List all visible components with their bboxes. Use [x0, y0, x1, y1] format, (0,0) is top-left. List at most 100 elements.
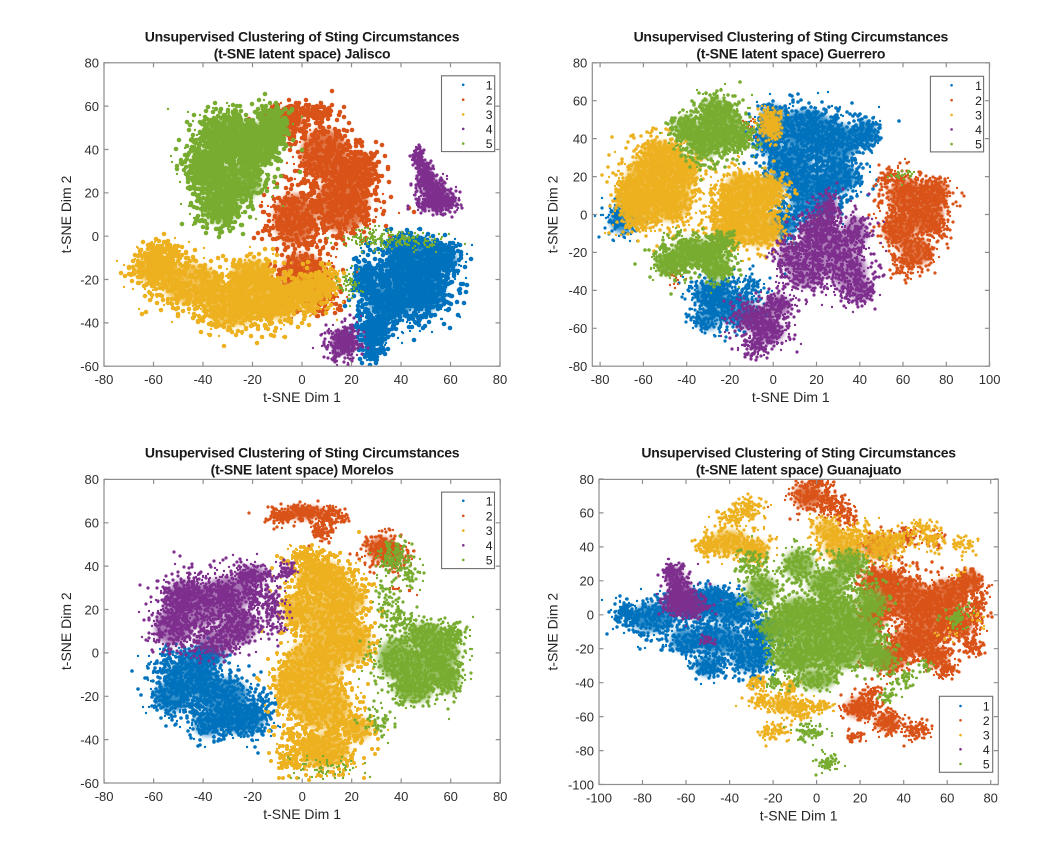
svg-text:2: 2: [983, 714, 990, 728]
svg-text:40: 40: [85, 559, 99, 574]
svg-text:-40: -40: [569, 283, 588, 298]
svg-text:-80: -80: [95, 789, 114, 804]
svg-text:20: 20: [344, 372, 358, 387]
svg-text:-40: -40: [677, 372, 696, 387]
svg-text:Unsupervised Clustering of Sti: Unsupervised Clustering of Sting Circums…: [634, 29, 949, 45]
svg-text:-20: -20: [764, 791, 783, 806]
svg-text:-60: -60: [575, 709, 594, 724]
svg-text:-40: -40: [194, 789, 213, 804]
svg-text:0: 0: [587, 608, 594, 623]
svg-text:0: 0: [92, 646, 99, 661]
svg-text:80: 80: [493, 372, 507, 387]
svg-text:20: 20: [85, 602, 99, 617]
svg-text:80: 80: [493, 789, 507, 804]
svg-text:3: 3: [975, 109, 982, 123]
svg-text:t-SNE Dim 1: t-SNE Dim 1: [263, 389, 341, 405]
svg-text:Unsupervised Clustering of Sti: Unsupervised Clustering of Sting Circums…: [145, 445, 460, 461]
svg-text:4: 4: [975, 123, 982, 137]
svg-text:-60: -60: [677, 791, 696, 806]
svg-text:-20: -20: [80, 689, 99, 704]
svg-text:1: 1: [486, 78, 493, 92]
svg-text:(t-SNE latent space) Morelos: (t-SNE latent space) Morelos: [211, 461, 394, 477]
svg-text:-40: -40: [80, 732, 99, 747]
svg-text:2: 2: [975, 94, 982, 108]
svg-text:60: 60: [443, 789, 457, 804]
svg-text:0: 0: [298, 372, 305, 387]
svg-text:60: 60: [85, 516, 99, 531]
svg-text:t-SNE Dim 1: t-SNE Dim 1: [752, 389, 830, 405]
svg-text:-60: -60: [634, 372, 653, 387]
svg-text:-80: -80: [591, 372, 610, 387]
svg-text:4: 4: [486, 123, 493, 137]
svg-text:(t-SNE latent space) Guerrero: (t-SNE latent space) Guerrero: [696, 45, 885, 61]
svg-text:60: 60: [896, 372, 910, 387]
svg-text:40: 40: [580, 540, 594, 555]
svg-text:5: 5: [486, 137, 493, 151]
svg-text:60: 60: [85, 99, 99, 114]
svg-text:80: 80: [939, 372, 953, 387]
svg-text:100: 100: [979, 372, 1001, 387]
svg-text:20: 20: [809, 372, 823, 387]
svg-text:80: 80: [580, 472, 594, 487]
svg-text:t-SNE Dim 2: t-SNE Dim 2: [58, 175, 74, 253]
svg-text:4: 4: [486, 539, 493, 553]
svg-text:1: 1: [975, 79, 982, 93]
svg-text:-60: -60: [80, 359, 99, 374]
svg-text:-40: -40: [720, 791, 739, 806]
svg-text:5: 5: [975, 138, 982, 152]
svg-text:0: 0: [813, 791, 820, 806]
svg-text:-100: -100: [568, 777, 594, 792]
svg-text:t-SNE Dim 1: t-SNE Dim 1: [760, 807, 838, 823]
svg-text:t-SNE Dim 2: t-SNE Dim 2: [545, 175, 561, 253]
svg-text:1: 1: [486, 494, 493, 508]
svg-text:-40: -40: [80, 316, 99, 331]
svg-text:4: 4: [983, 743, 990, 757]
svg-text:40: 40: [394, 789, 408, 804]
svg-text:40: 40: [853, 372, 867, 387]
svg-text:60: 60: [573, 94, 587, 109]
svg-text:-80: -80: [575, 743, 594, 758]
svg-text:(t-SNE latent space) Jalisco: (t-SNE latent space) Jalisco: [214, 45, 391, 61]
svg-text:20: 20: [85, 186, 99, 201]
svg-text:40: 40: [85, 142, 99, 157]
svg-text:-40: -40: [575, 676, 594, 691]
svg-text:Unsupervised Clustering of Sti: Unsupervised Clustering of Sting Circums…: [641, 445, 956, 461]
svg-text:40: 40: [573, 131, 587, 146]
svg-text:-80: -80: [95, 372, 114, 387]
svg-text:(t-SNE latent space) Guanajuat: (t-SNE latent space) Guanajuato: [696, 461, 901, 477]
svg-text:3: 3: [486, 108, 493, 122]
svg-text:0: 0: [92, 229, 99, 244]
svg-text:5: 5: [486, 554, 493, 568]
svg-text:-80: -80: [633, 791, 652, 806]
svg-text:40: 40: [896, 791, 910, 806]
svg-text:-100: -100: [586, 791, 612, 806]
svg-text:-60: -60: [80, 776, 99, 791]
svg-text:0: 0: [770, 372, 777, 387]
svg-text:80: 80: [85, 56, 99, 71]
svg-text:80: 80: [983, 791, 997, 806]
svg-text:20: 20: [853, 791, 867, 806]
svg-text:-20: -20: [575, 642, 594, 657]
svg-text:-20: -20: [80, 272, 99, 287]
svg-text:t-SNE Dim 2: t-SNE Dim 2: [545, 593, 561, 671]
svg-text:0: 0: [299, 789, 306, 804]
svg-text:3: 3: [486, 524, 493, 538]
svg-text:t-SNE Dim 1: t-SNE Dim 1: [263, 806, 341, 822]
svg-text:2: 2: [486, 93, 493, 107]
svg-text:40: 40: [394, 372, 408, 387]
svg-text:-60: -60: [144, 789, 163, 804]
svg-text:1: 1: [983, 700, 990, 714]
svg-text:60: 60: [443, 372, 457, 387]
svg-text:-60: -60: [569, 321, 588, 336]
svg-text:20: 20: [344, 789, 358, 804]
svg-text:3: 3: [983, 729, 990, 743]
svg-text:60: 60: [580, 506, 594, 521]
svg-text:-20: -20: [243, 789, 262, 804]
svg-text:-40: -40: [194, 372, 213, 387]
svg-text:20: 20: [580, 574, 594, 589]
svg-text:Unsupervised Clustering of Sti: Unsupervised Clustering of Sting Circums…: [145, 29, 460, 45]
svg-text:80: 80: [573, 56, 587, 71]
svg-text:-20: -20: [243, 372, 262, 387]
svg-text:2: 2: [486, 509, 493, 523]
svg-text:80: 80: [85, 472, 99, 487]
